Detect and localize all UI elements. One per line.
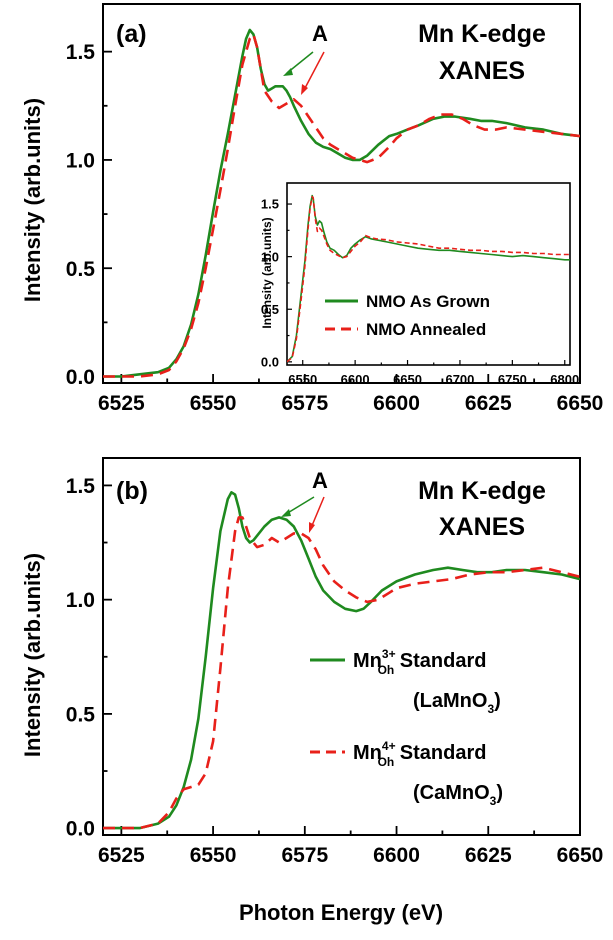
- inset-x-tick-label-4: 6750: [498, 372, 527, 387]
- panel-b-peak-arrows: [281, 496, 325, 533]
- panel-a-y-tick-label-1: 0.5: [66, 258, 96, 281]
- inset-x-tick-label-5: 6800: [550, 372, 579, 387]
- panel-a-y-tick-label-3: 1.5: [66, 41, 96, 64]
- panel-b-series-line-0: [103, 491, 580, 830]
- peak-arrow-red: [303, 51, 325, 91]
- inset-y-tick-label-0: 0.0: [261, 355, 279, 370]
- inset-y-tick-label-1: 0.5: [261, 302, 279, 317]
- legend-mn3-compound: (LaMnO3): [413, 690, 501, 716]
- panel-b-x-tick-label-1: 6550: [190, 844, 237, 867]
- legend-mn4-compound: (CaMnO3): [413, 782, 503, 808]
- inset-frame: [286, 182, 571, 366]
- panel-a-x-tick-label-4: 6625: [465, 392, 512, 415]
- panel-b: 6525 6550 6575 6600 6625 6650 0.0 0.5 1.0 1.5 (b)…: [20, 457, 604, 925]
- inset-series-line-1: [287, 195, 570, 363]
- panel-b-x-axis-label: Photon Energy (eV): [239, 900, 443, 925]
- panel-b-y-tick-label-0: 0.0: [66, 818, 95, 841]
- peak-arrow-red-head: [301, 84, 308, 95]
- inset-y-tick-label-3: 1.5: [261, 197, 279, 212]
- panel-b-y-tick-label-1: 0.5: [66, 703, 96, 726]
- legend-mn4: Mn4+ Oh Standard: [353, 739, 487, 769]
- peak-arrow-green-head: [281, 509, 291, 517]
- panel-b-legend: Mn3+ Oh Standard (LaMnO3) Mn4+ Oh Standard…: [310, 647, 503, 808]
- panel-b-y-tick-label-2: 1.0: [66, 589, 95, 612]
- inset-x-tick-label-0: 6550: [288, 372, 317, 387]
- panel-a-x-tick-label-0: 6525: [98, 392, 145, 415]
- legend-mn3: Mn3+ Oh Standard: [353, 647, 487, 677]
- inset-series: [287, 194, 570, 363]
- panel-a-series-line-0: [103, 28, 580, 378]
- inset-legend-annealed: NMO Annealed: [366, 320, 486, 339]
- inset-y-axis-label: Intensity (arb.units): [260, 217, 274, 328]
- panel-a-y-tick-label-2: 1.0: [66, 149, 95, 172]
- inset-x-tick-label-2: 6650: [393, 372, 422, 387]
- panel-a-x-tick-label-3: 6600: [373, 392, 420, 415]
- panel-a-label: (a): [116, 20, 147, 48]
- panel-b-y-axis-label: Intensity (arb.units): [20, 553, 45, 757]
- panel-b-ticks: 6525 6550 6575 6600 6625 6650 0.0 0.5 1.0 1.5: [66, 475, 604, 867]
- panel-a-peak-label: A: [312, 21, 328, 46]
- inset-y-tick-label-2: 1.0: [261, 249, 279, 264]
- panel-a-x-tick-label-1: 6550: [190, 392, 237, 415]
- panel-b-x-tick-label-4: 6625: [465, 844, 512, 867]
- panel-a-y-tick-label-0: 0.0: [66, 366, 95, 389]
- panel-b-series: [103, 491, 580, 830]
- peak-arrow-red: [310, 496, 325, 529]
- panel-b-peak-label: A: [312, 468, 328, 493]
- panel-a-series-line-1: [103, 33, 580, 378]
- panel-b-x-tick-label-3: 6600: [373, 844, 420, 867]
- panel-b-x-tick-label-5: 6650: [557, 844, 604, 867]
- panel-a: 6525 6550 6575 6600 6625 6650 0.0 0.5 1.0 1.5 (a)…: [20, 3, 604, 415]
- panel-a-title-line2: XANES: [439, 57, 525, 85]
- peak-arrow-green-head: [283, 68, 293, 76]
- panel-a-frame: [102, 3, 581, 384]
- inset-legend-as-grown: NMO As Grown: [366, 292, 490, 311]
- panel-a-series: [103, 28, 580, 378]
- peak-arrow-red-head: [309, 522, 315, 533]
- inset-legend: NMO As Grown NMO Annealed: [325, 292, 490, 339]
- panel-b-label: (b): [116, 477, 148, 505]
- panel-b-title-line1: Mn K-edge: [418, 477, 546, 505]
- panel-b-title-line2: XANES: [439, 513, 525, 541]
- inset-x-tick-label-3: 6700: [445, 372, 474, 387]
- inset-x-tick-label-1: 6600: [341, 372, 370, 387]
- panel-b-series-line-1: [103, 516, 580, 830]
- panel-b-x-tick-label-2: 6575: [281, 844, 328, 867]
- panel-a-x-tick-label-2: 6575: [281, 392, 328, 415]
- peak-arrow-green: [285, 496, 315, 515]
- panel-a-x-tick-label-5: 6650: [557, 392, 604, 415]
- panel-b-frame: [102, 457, 581, 836]
- panel-a-peak-arrows: [283, 51, 325, 95]
- panel-b-x-tick-label-0: 6525: [98, 844, 145, 867]
- panel-a-title-line1: Mn K-edge: [418, 20, 546, 48]
- inset-ticks: 6550 6600 6650 6700 6750 6800 0.0 0.5 1.0 1.5: [261, 197, 579, 387]
- panel-b-y-tick-label-3: 1.5: [66, 475, 96, 498]
- panel-a-y-axis-label: Intensity (arb.units): [20, 98, 45, 302]
- inset-chart: 6550 6600 6650 6700 6750 6800 0.0 0.5 1.0 1.5 Int…: [260, 182, 579, 387]
